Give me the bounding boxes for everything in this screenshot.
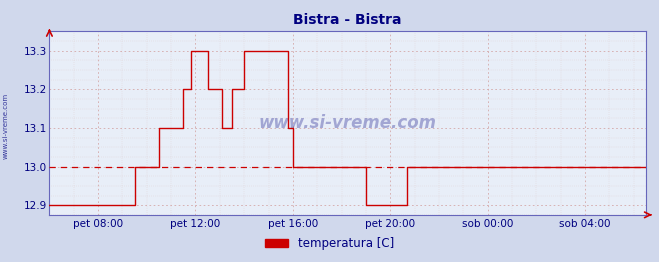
Text: www.si-vreme.com: www.si-vreme.com (2, 93, 9, 159)
Title: Bistra - Bistra: Bistra - Bistra (293, 14, 402, 28)
Text: www.si-vreme.com: www.si-vreme.com (258, 114, 437, 132)
Legend: temperatura [C]: temperatura [C] (260, 232, 399, 255)
